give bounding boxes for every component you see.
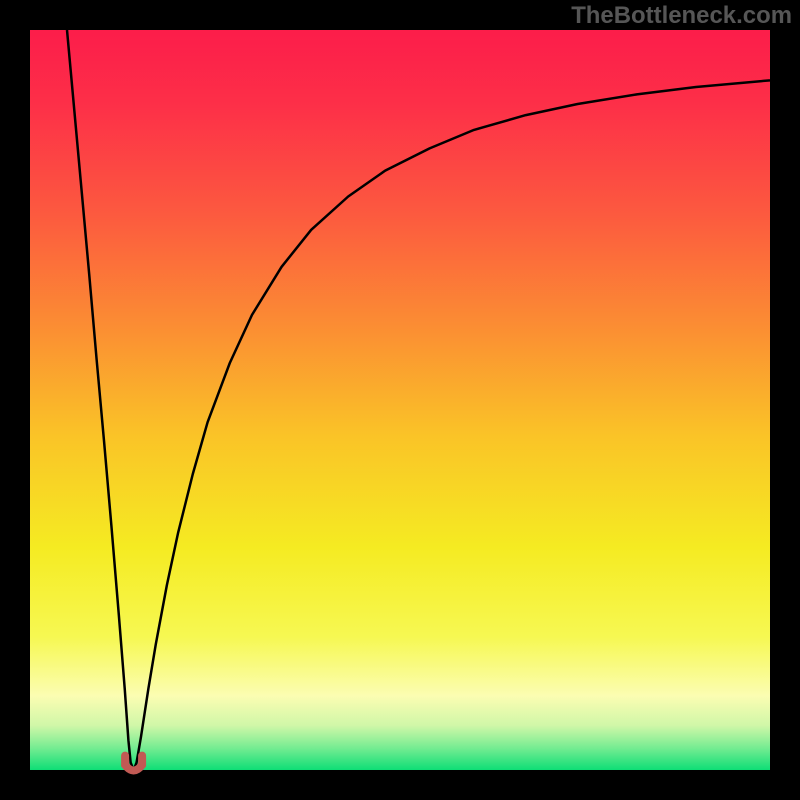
bottleneck-chart: TheBottleneck.com — [0, 0, 800, 800]
chart-svg — [0, 0, 800, 800]
watermark-text: TheBottleneck.com — [571, 2, 792, 30]
plot-area — [30, 30, 770, 770]
